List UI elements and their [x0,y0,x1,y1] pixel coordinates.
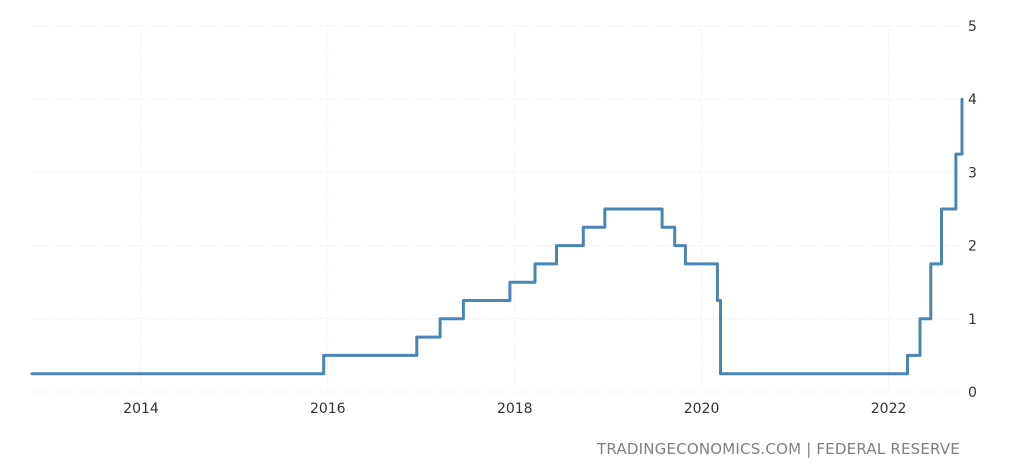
y-tick-label: 2 [968,239,977,255]
y-axis-ticks: 0 1 2 3 4 5 [968,19,977,401]
grid [32,25,962,393]
x-tick-label: 2018 [497,401,533,417]
source-label: TRADINGECONOMICS.COM | FEDERAL RESERVE [597,440,960,458]
x-tick-label: 2016 [310,401,346,417]
series-layer [30,97,964,376]
y-tick-label: 3 [968,165,977,181]
y-tick-label: 4 [968,92,977,108]
x-axis-ticks: 2014 2016 2018 2020 2022 [123,401,906,417]
y-tick-label: 1 [968,312,977,328]
y-tick-label: 5 [968,19,977,35]
x-tick-label: 2020 [684,401,720,417]
x-tick-label: 2022 [871,401,907,417]
y-tick-label: 0 [968,385,977,401]
series-line [30,97,964,376]
x-tick-label: 2014 [123,401,159,417]
